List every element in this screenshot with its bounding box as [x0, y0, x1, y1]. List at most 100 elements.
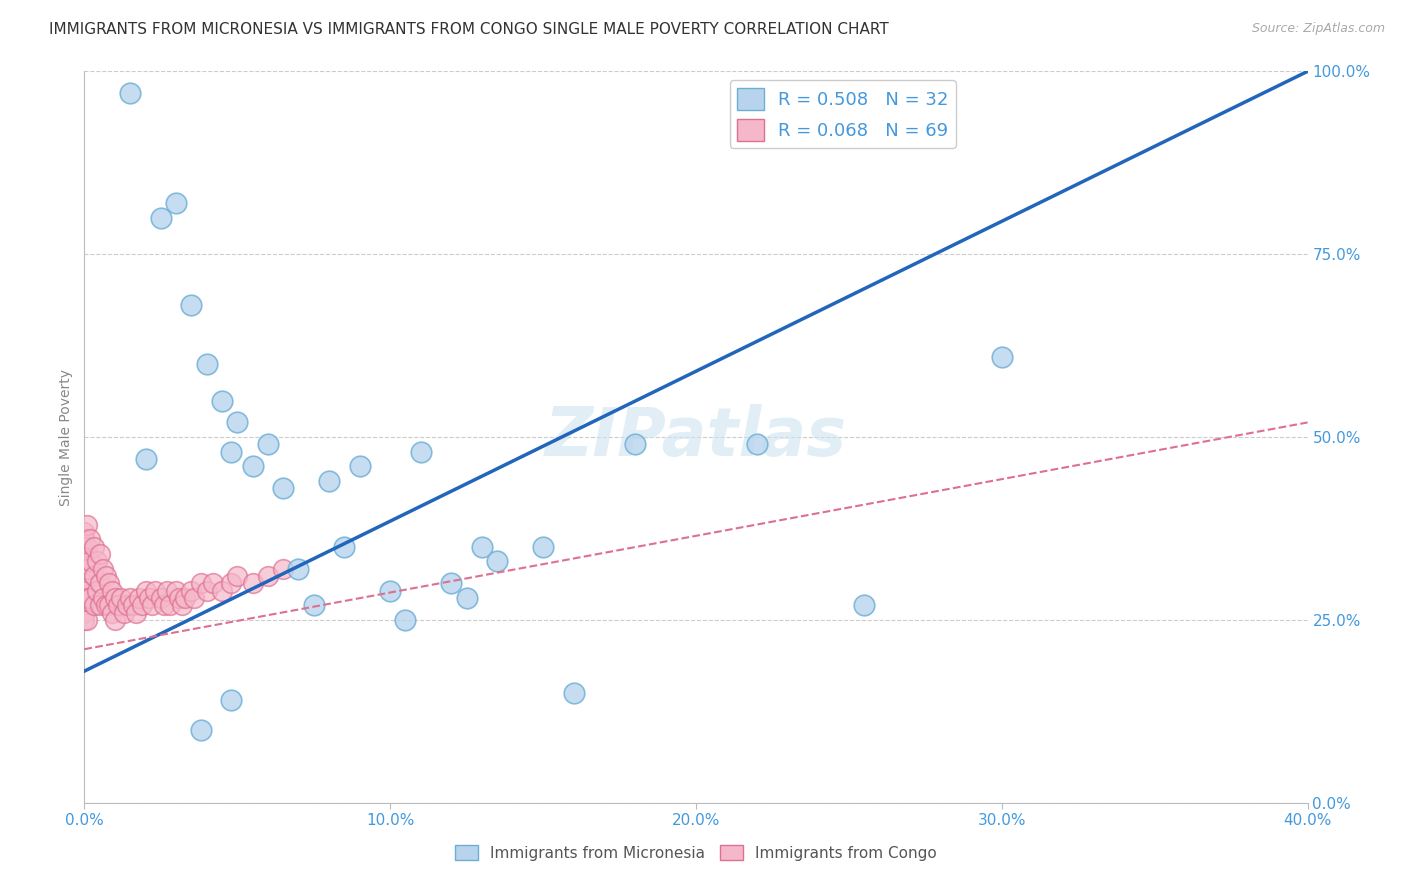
- Point: [86, 554, 108, 568]
- Point: [115, 599, 138, 613]
- Y-axis label: Single Male Poverty: Single Male Poverty: [59, 368, 73, 506]
- Point: [242, 576, 264, 591]
- Text: IMMIGRANTS FROM MICRONESIA VS IMMIGRANTS FROM CONGO SINGLE MALE POVERTY CORRELAT: IMMIGRANTS FROM MICRONESIA VS IMMIGRANTS…: [49, 22, 889, 37]
- Point: [287, 562, 309, 576]
- Point: [122, 599, 145, 613]
- Point: [531, 540, 554, 554]
- Point: [153, 599, 176, 613]
- Point: [302, 599, 325, 613]
- Point: [91, 591, 114, 605]
- Point: [156, 583, 179, 598]
- Point: [97, 599, 120, 613]
- Point: [440, 576, 463, 591]
- Point: [853, 599, 876, 613]
- Point: [190, 576, 212, 591]
- Point: [101, 583, 124, 598]
- Point: [120, 87, 142, 101]
- Point: [271, 481, 294, 495]
- Point: [165, 196, 187, 211]
- Point: [128, 591, 150, 605]
- Point: [94, 599, 117, 613]
- Point: [271, 562, 294, 576]
- Point: [141, 599, 163, 613]
- Point: [73, 599, 96, 613]
- Point: [104, 591, 127, 605]
- Point: [135, 583, 157, 598]
- Point: [101, 606, 124, 620]
- Point: [991, 350, 1014, 364]
- Point: [94, 569, 117, 583]
- Point: [73, 569, 96, 583]
- Point: [97, 576, 120, 591]
- Point: [86, 583, 108, 598]
- Point: [73, 554, 96, 568]
- Point: [195, 357, 218, 371]
- Point: [159, 599, 181, 613]
- Point: [73, 525, 96, 540]
- Text: ZIPatlas: ZIPatlas: [546, 404, 846, 470]
- Point: [79, 591, 101, 605]
- Point: [211, 583, 233, 598]
- Point: [73, 547, 96, 561]
- Point: [624, 437, 647, 451]
- Legend: R = 0.508   N = 32, R = 0.068   N = 69: R = 0.508 N = 32, R = 0.068 N = 69: [730, 80, 956, 148]
- Point: [110, 591, 132, 605]
- Point: [219, 444, 242, 458]
- Point: [79, 554, 101, 568]
- Point: [190, 723, 212, 737]
- Point: [120, 591, 142, 605]
- Point: [257, 437, 280, 451]
- Point: [125, 606, 148, 620]
- Point: [333, 540, 356, 554]
- Point: [149, 211, 172, 225]
- Point: [318, 474, 340, 488]
- Point: [174, 591, 197, 605]
- Point: [165, 583, 187, 598]
- Point: [83, 540, 105, 554]
- Point: [219, 576, 242, 591]
- Point: [180, 298, 202, 312]
- Point: [135, 452, 157, 467]
- Point: [183, 591, 205, 605]
- Point: [349, 459, 371, 474]
- Point: [107, 599, 129, 613]
- Point: [89, 576, 111, 591]
- Point: [226, 569, 249, 583]
- Point: [172, 599, 194, 613]
- Point: [79, 533, 101, 547]
- Point: [131, 599, 153, 613]
- Point: [380, 583, 402, 598]
- Point: [104, 613, 127, 627]
- Point: [76, 540, 98, 554]
- Point: [226, 416, 249, 430]
- Point: [91, 562, 114, 576]
- Point: [747, 437, 769, 451]
- Point: [76, 613, 98, 627]
- Point: [73, 583, 96, 598]
- Point: [76, 562, 98, 576]
- Point: [180, 583, 202, 598]
- Point: [73, 606, 96, 620]
- Point: [143, 583, 166, 598]
- Point: [242, 459, 264, 474]
- Point: [211, 393, 233, 408]
- Point: [73, 533, 96, 547]
- Text: Source: ZipAtlas.com: Source: ZipAtlas.com: [1251, 22, 1385, 36]
- Point: [89, 599, 111, 613]
- Point: [562, 686, 585, 700]
- Point: [83, 599, 105, 613]
- Point: [257, 569, 280, 583]
- Point: [219, 693, 242, 707]
- Point: [149, 591, 172, 605]
- Point: [73, 576, 96, 591]
- Point: [89, 547, 111, 561]
- Point: [76, 591, 98, 605]
- Point: [167, 591, 190, 605]
- Point: [201, 576, 224, 591]
- Point: [138, 591, 160, 605]
- Point: [76, 517, 98, 532]
- Point: [456, 591, 478, 605]
- Point: [394, 613, 416, 627]
- Point: [486, 554, 509, 568]
- Point: [73, 613, 96, 627]
